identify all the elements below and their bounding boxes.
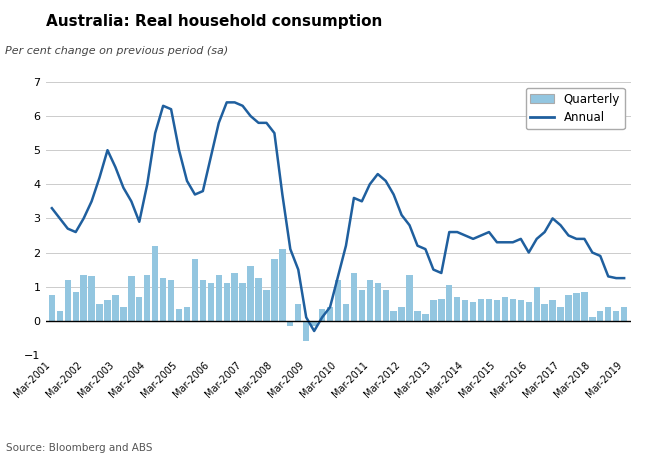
Bar xyxy=(359,290,365,321)
Bar xyxy=(558,307,564,321)
Bar xyxy=(319,309,325,321)
Bar xyxy=(224,283,230,321)
Bar xyxy=(589,318,595,321)
Bar xyxy=(573,293,580,321)
Bar xyxy=(200,280,206,321)
Bar xyxy=(280,249,285,321)
Bar xyxy=(176,309,182,321)
Bar xyxy=(239,283,246,321)
Bar xyxy=(446,285,452,321)
Bar xyxy=(382,290,389,321)
Bar xyxy=(73,292,79,321)
Bar xyxy=(438,298,445,321)
Bar xyxy=(398,307,405,321)
Bar xyxy=(430,300,437,321)
Bar xyxy=(351,273,357,321)
Bar xyxy=(248,266,254,321)
Bar xyxy=(534,287,540,321)
Bar xyxy=(327,307,333,321)
Bar xyxy=(88,276,95,321)
Text: Source: Bloomberg and ABS: Source: Bloomberg and ABS xyxy=(6,443,153,453)
Bar xyxy=(343,304,349,321)
Bar xyxy=(64,280,71,321)
Bar xyxy=(57,310,63,321)
Bar xyxy=(494,300,500,321)
Bar xyxy=(470,302,476,321)
Bar xyxy=(502,297,508,321)
Legend: Quarterly, Annual: Quarterly, Annual xyxy=(526,88,625,129)
Bar xyxy=(81,275,87,321)
Bar xyxy=(295,304,302,321)
Bar xyxy=(486,298,492,321)
Bar xyxy=(549,300,556,321)
Bar xyxy=(605,307,612,321)
Bar xyxy=(152,246,159,321)
Bar xyxy=(136,297,142,321)
Bar xyxy=(144,275,150,321)
Bar xyxy=(120,307,127,321)
Text: Per cent change on previous period (sa): Per cent change on previous period (sa) xyxy=(5,46,228,56)
Bar xyxy=(160,278,166,321)
Bar xyxy=(510,298,516,321)
Bar xyxy=(271,259,278,321)
Bar xyxy=(255,278,262,321)
Bar xyxy=(231,273,238,321)
Bar xyxy=(621,307,627,321)
Bar xyxy=(391,310,396,321)
Bar xyxy=(613,310,619,321)
Bar xyxy=(184,307,190,321)
Bar xyxy=(566,295,572,321)
Bar xyxy=(335,280,341,321)
Text: Australia: Real household consumption: Australia: Real household consumption xyxy=(46,15,382,29)
Bar xyxy=(414,310,421,321)
Bar xyxy=(406,275,413,321)
Bar xyxy=(478,298,484,321)
Bar xyxy=(96,304,103,321)
Bar xyxy=(422,314,428,321)
Bar xyxy=(49,295,55,321)
Bar xyxy=(581,292,588,321)
Bar xyxy=(367,280,373,321)
Bar xyxy=(462,300,469,321)
Bar xyxy=(374,283,381,321)
Bar xyxy=(216,275,222,321)
Bar xyxy=(454,297,460,321)
Bar xyxy=(597,310,603,321)
Bar xyxy=(207,283,214,321)
Bar xyxy=(311,321,317,326)
Bar xyxy=(526,302,532,321)
Bar xyxy=(128,276,135,321)
Bar xyxy=(517,300,524,321)
Bar xyxy=(541,304,548,321)
Bar xyxy=(263,290,270,321)
Bar xyxy=(303,321,309,341)
Bar xyxy=(104,300,110,321)
Bar xyxy=(192,259,198,321)
Bar xyxy=(287,321,294,326)
Bar xyxy=(168,280,174,321)
Bar xyxy=(112,295,119,321)
